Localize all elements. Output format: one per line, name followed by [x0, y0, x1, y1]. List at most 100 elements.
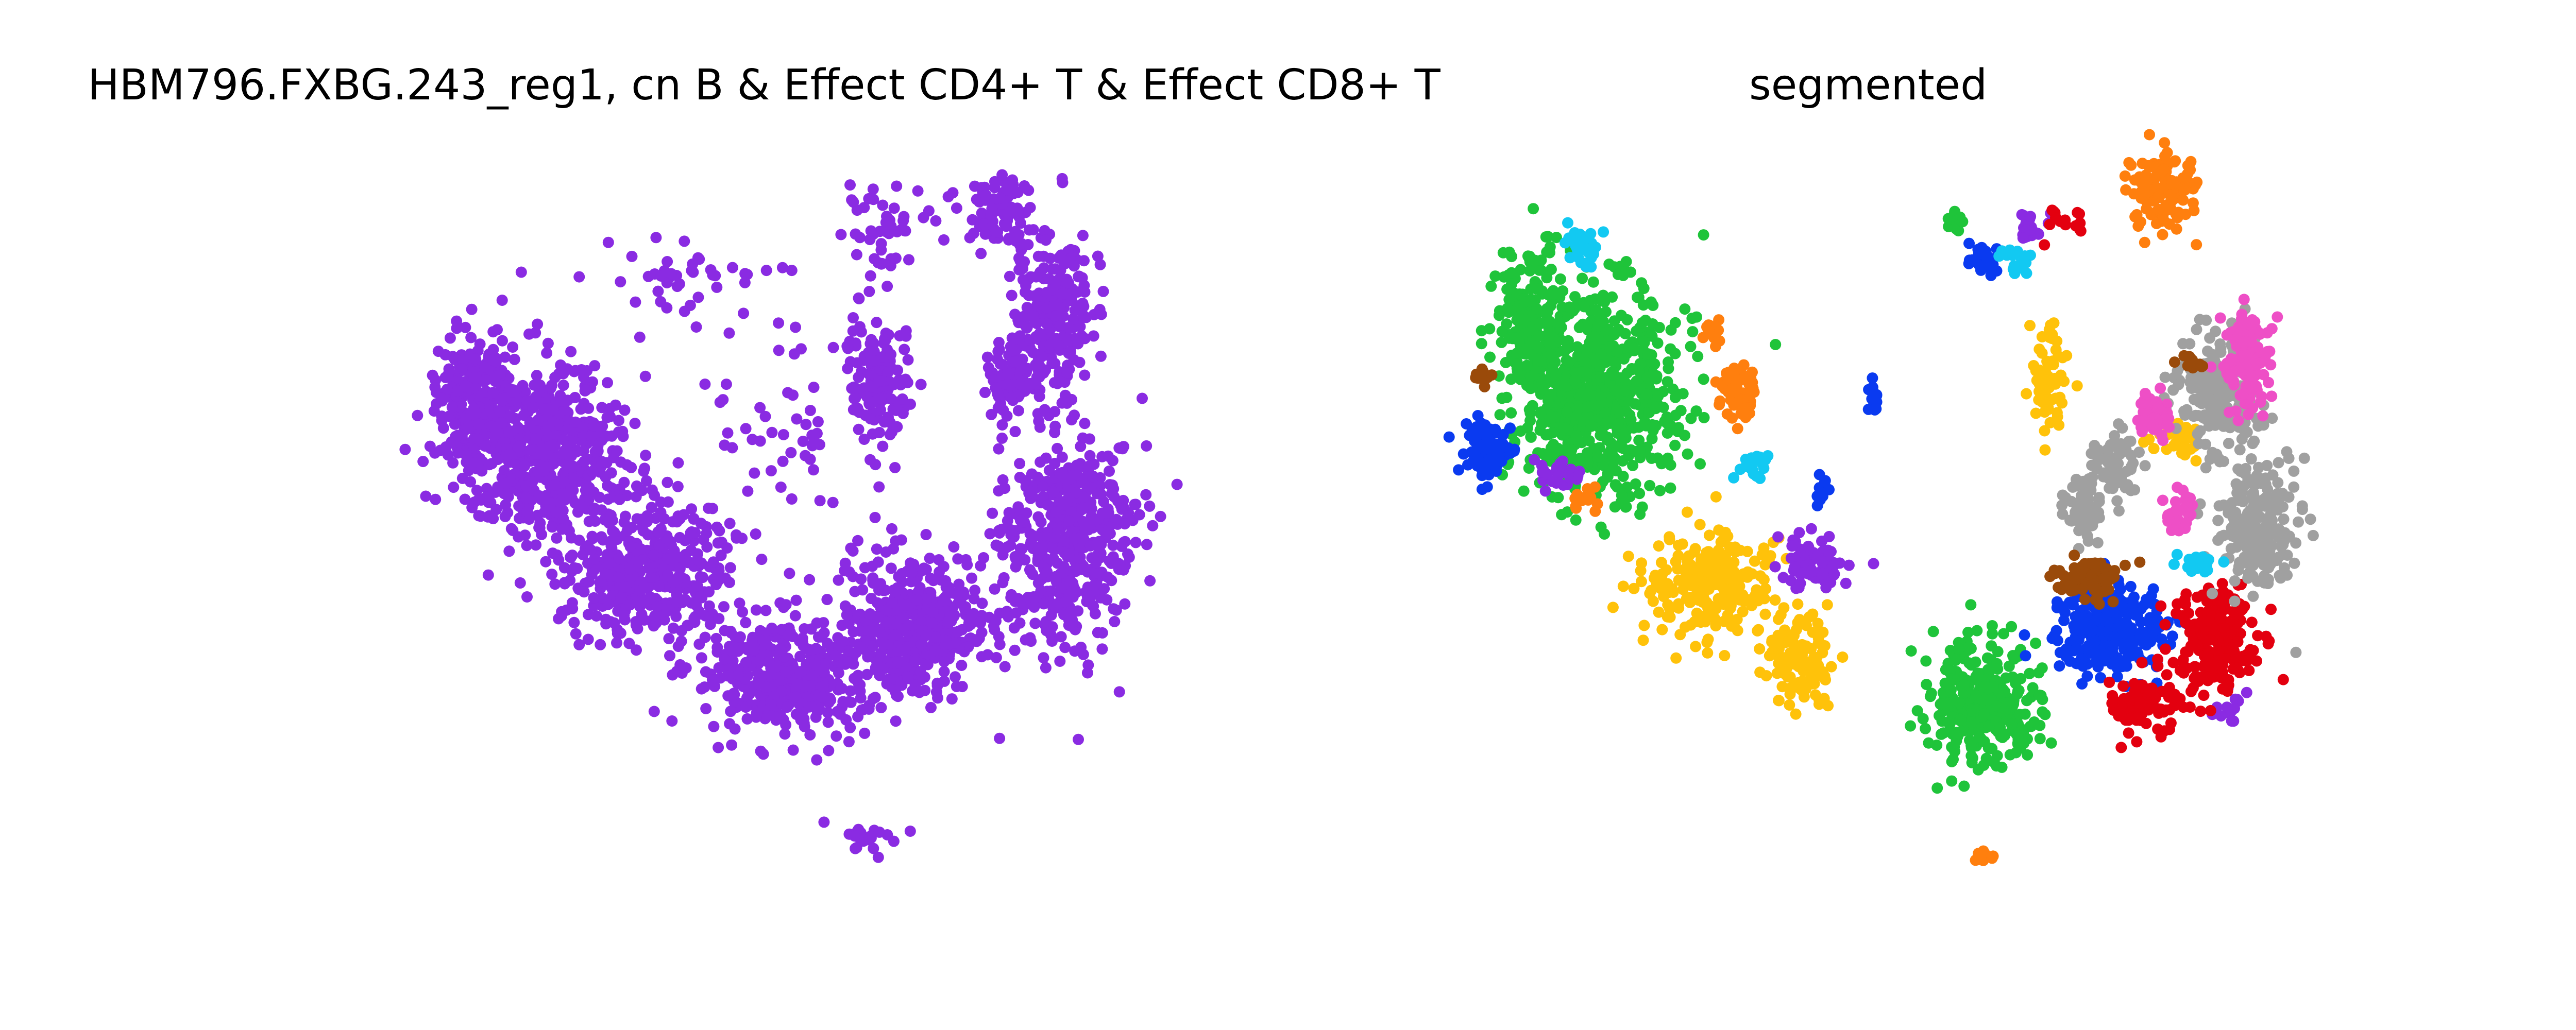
data-point	[557, 380, 569, 391]
data-point	[1525, 431, 1537, 443]
data-point	[1965, 599, 1977, 611]
data-point	[1734, 544, 1746, 556]
data-point	[1724, 541, 1736, 553]
data-point	[672, 480, 684, 492]
data-point	[549, 479, 561, 491]
data-point	[2045, 737, 2057, 749]
data-point	[543, 431, 554, 442]
data-point	[503, 426, 515, 437]
data-point	[1636, 557, 1648, 569]
data-point	[507, 341, 519, 353]
data-point	[1820, 582, 1832, 594]
data-point	[519, 529, 531, 541]
data-point	[473, 510, 485, 522]
data-point	[1663, 363, 1674, 374]
data-point	[1698, 229, 1709, 241]
data-point	[1559, 380, 1571, 391]
data-point	[1935, 698, 1946, 710]
data-point	[532, 414, 544, 426]
data-point	[1954, 696, 1965, 708]
data-point	[565, 450, 577, 462]
data-point	[578, 430, 589, 441]
data-point	[1679, 303, 1691, 315]
data-point	[1656, 624, 1668, 636]
data-point	[1905, 720, 1917, 732]
data-point	[1991, 750, 2003, 762]
data-point	[1581, 347, 1593, 358]
data-point	[1758, 542, 1770, 554]
data-point	[2226, 715, 2238, 727]
data-point	[1615, 496, 1627, 508]
data-point	[430, 374, 442, 386]
data-point	[1701, 579, 1713, 591]
data-point	[1506, 251, 1517, 263]
data-point	[1529, 254, 1541, 266]
data-point	[441, 384, 453, 396]
data-point	[461, 450, 472, 461]
data-point	[1606, 369, 1618, 381]
data-point	[1644, 588, 1656, 599]
data-point	[456, 472, 468, 484]
data-point	[1672, 550, 1684, 561]
data-point	[1974, 731, 1986, 743]
data-point	[1630, 478, 1641, 490]
data-point	[1801, 620, 1812, 631]
data-point	[2041, 382, 2053, 393]
data-point	[1936, 715, 1948, 727]
data-point	[1625, 414, 1637, 425]
data-point	[1638, 620, 1650, 631]
data-point	[546, 521, 558, 533]
data-point	[549, 578, 561, 590]
data-point	[613, 415, 624, 426]
data-point	[1494, 409, 1506, 421]
data-point	[1770, 339, 1782, 350]
data-point	[1704, 600, 1716, 612]
data-point	[1805, 523, 1817, 535]
data-point	[1673, 574, 1685, 586]
data-point	[1545, 264, 1557, 276]
data-point	[557, 368, 569, 380]
data-point	[2024, 320, 2036, 332]
data-point	[1790, 708, 1802, 720]
data-point	[481, 491, 492, 503]
data-point	[444, 410, 455, 422]
data-point	[1587, 276, 1599, 288]
data-point	[456, 363, 468, 375]
data-point	[2071, 380, 2083, 392]
data-point	[1820, 674, 1832, 685]
data-point	[1994, 722, 2006, 733]
data-point	[1650, 403, 1662, 415]
data-point	[1550, 370, 1562, 382]
data-point	[639, 370, 651, 382]
data-point	[533, 490, 545, 502]
data-point	[1489, 270, 1501, 282]
data-point	[1544, 337, 1555, 349]
data-point	[542, 337, 554, 349]
data-point	[474, 338, 486, 350]
data-point	[1652, 390, 1664, 402]
data-point	[468, 403, 480, 415]
data-point	[1642, 348, 1654, 360]
data-point	[555, 359, 567, 371]
cluster-green-2	[1905, 599, 2057, 794]
data-point	[1702, 552, 1713, 563]
data-point	[460, 380, 471, 391]
data-point	[1690, 641, 1702, 653]
data-point	[487, 387, 499, 399]
data-point	[468, 372, 480, 383]
data-point	[596, 402, 608, 414]
data-point	[524, 444, 536, 456]
data-point	[2033, 394, 2045, 406]
data-point	[1945, 684, 1957, 696]
data-point	[1637, 299, 1649, 311]
data-point	[435, 392, 447, 404]
data-point	[1598, 316, 1609, 328]
data-point	[1784, 699, 1795, 711]
data-point	[1972, 764, 1984, 776]
data-point	[1953, 643, 1965, 655]
data-point	[555, 395, 567, 407]
data-point	[1731, 572, 1742, 584]
data-point	[1713, 524, 1725, 536]
data-point	[1690, 405, 1702, 417]
data-point	[1950, 655, 1961, 666]
